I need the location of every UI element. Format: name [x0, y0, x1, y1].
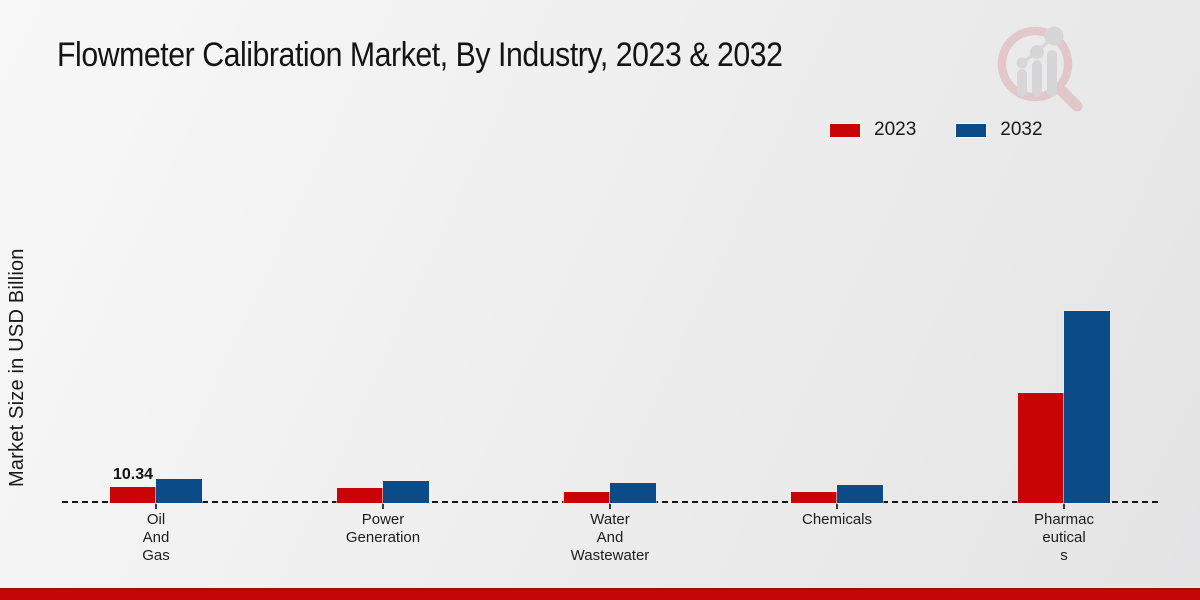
category-label-line: s [1060, 547, 1068, 564]
logo-bar-icon [1032, 60, 1042, 97]
logo-bar-icon [1017, 69, 1027, 97]
logo-bar-icon [1047, 50, 1057, 97]
bar-2032-pharmaceuticals [1064, 311, 1110, 503]
axis-tick-power-generation [382, 503, 384, 509]
bar-2023-oil-and-gas [110, 487, 156, 503]
bar-2023-water-and-wastewater [564, 492, 610, 503]
bar-value-label: 10.34 [112, 466, 154, 483]
legend-label-2032: 2032 [1000, 119, 1043, 140]
bar-2023-power-generation [337, 488, 383, 503]
category-label-pharmaceuticals: Pharmac eutical s [984, 511, 1144, 565]
logo-dot-icon [1030, 45, 1044, 59]
category-label-line: Water [590, 511, 630, 528]
axis-tick-chemicals [836, 503, 838, 509]
page-title: Flowmeter Calibration Market, By Industr… [57, 36, 783, 74]
logo-dot-icon [1044, 26, 1064, 46]
category-label-line: eutical [1042, 529, 1086, 546]
axis-tick-pharmaceuticals [1063, 503, 1065, 509]
category-label-line: Gas [142, 547, 170, 564]
bar-2032-chemicals [837, 485, 883, 503]
legend: 2023 2032 [830, 119, 1043, 141]
bar-2032-power-generation [383, 481, 429, 503]
bar-2032-oil-and-gas [156, 479, 202, 503]
logo-dot-icon [1016, 57, 1028, 69]
legend-label-2023: 2023 [874, 119, 917, 140]
legend-swatch-2032 [956, 123, 987, 137]
category-label-line: And [142, 529, 170, 546]
legend-item-2032: 2032 [956, 119, 1043, 141]
category-label-oil-and-gas: Oil And Gas [76, 511, 236, 565]
category-label-line: Power [361, 511, 405, 528]
bar-2032-water-and-wastewater [610, 483, 656, 503]
market-research-logo-watermark [997, 26, 1083, 112]
category-label-power-generation: Power Generation [303, 511, 463, 547]
category-label-line: And [596, 529, 624, 546]
magnifier-ring-icon [997, 26, 1073, 102]
category-label-line: Wastewater [570, 547, 650, 564]
legend-swatch-2023 [830, 123, 860, 137]
bottom-accent-band [0, 588, 1200, 600]
axis-tick-oil-and-gas [155, 503, 157, 509]
magnifier-handle-icon [1053, 82, 1083, 112]
legend-item-2023: 2023 [830, 119, 916, 141]
bar-2023-chemicals [791, 492, 837, 503]
category-label-line: Oil [146, 511, 166, 528]
axis-tick-water-and-wastewater [609, 503, 611, 509]
category-label-line: Pharmac [1033, 511, 1095, 528]
category-label-line: Generation [345, 529, 421, 546]
category-label-line: Chemicals [801, 511, 873, 528]
category-label-chemicals: Chemicals [757, 511, 917, 529]
bar-2023-pharmaceuticals [1018, 393, 1064, 503]
category-label-water-and-wastewater: Water And Wastewater [530, 511, 690, 565]
